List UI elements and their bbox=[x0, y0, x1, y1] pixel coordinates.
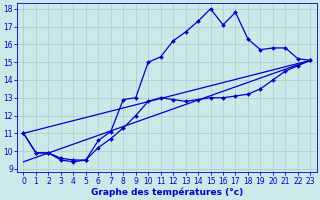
X-axis label: Graphe des températures (°c): Graphe des températures (°c) bbox=[91, 187, 243, 197]
